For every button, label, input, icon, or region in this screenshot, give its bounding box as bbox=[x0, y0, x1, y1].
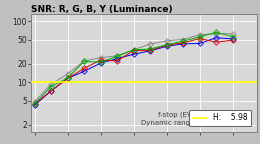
Text: SNR: R, G, B, Y (Luminance): SNR: R, G, B, Y (Luminance) bbox=[31, 5, 173, 14]
Text: f-stop (EV)
Dynamic range: f-stop (EV) Dynamic range bbox=[141, 111, 194, 126]
Legend: H:    5.98: H: 5.98 bbox=[189, 110, 251, 126]
